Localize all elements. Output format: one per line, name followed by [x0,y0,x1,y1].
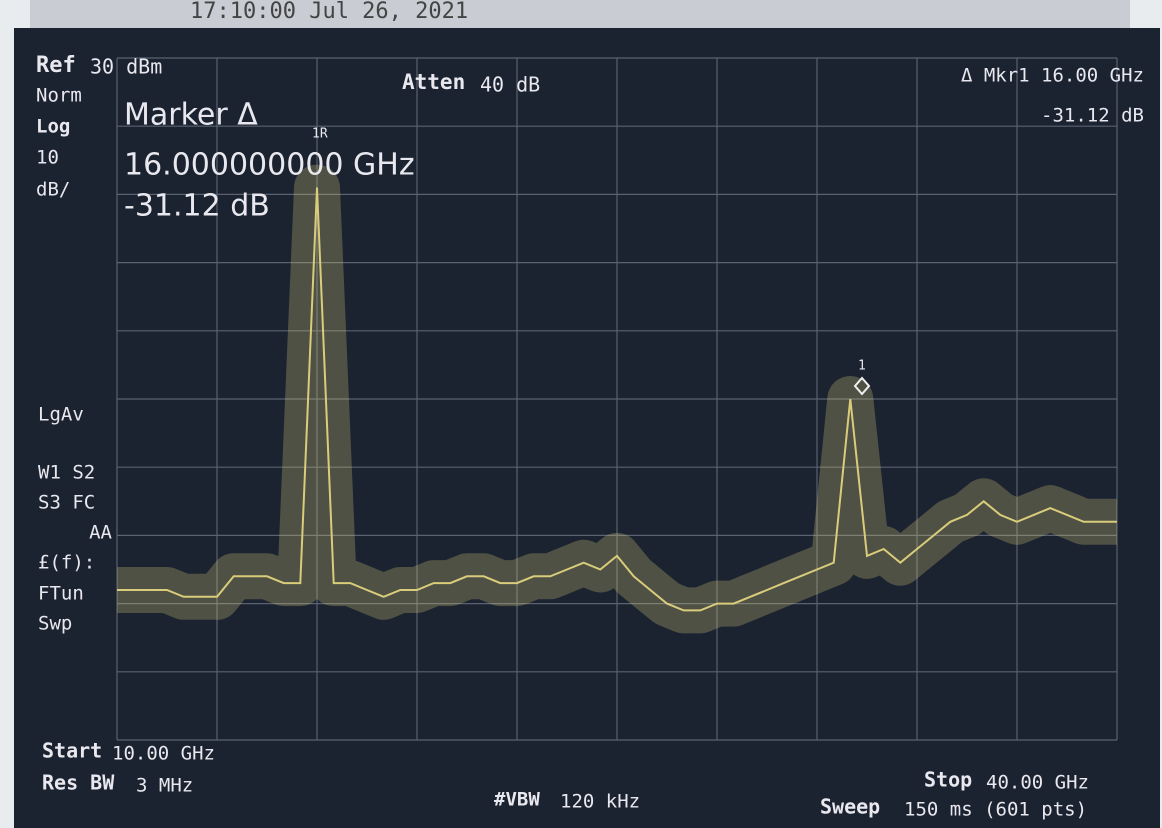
marker-delta-readout: -31.12 dB [1041,105,1144,127]
side-label: LgAv [38,404,84,426]
rbw-value: 3 MHz [136,775,193,797]
atten-label: Atten [402,70,465,94]
screen [14,28,1160,828]
vbw-value: 120 kHz [560,791,640,813]
side-label: S3 FC [38,492,95,514]
start-value: 10.00 GHz [112,743,215,765]
marker-delta: -31.12 dB [124,189,270,224]
marker-title: Marker Δ [124,98,258,133]
marker-readout: Δ Mkr1 16.00 GHz [961,65,1144,87]
ref-marker-label: 1R [312,127,328,142]
atten-value: 40 dB [480,73,540,97]
plot-area [110,57,1124,741]
rbw-label: Res BW [42,771,115,795]
stop-label: Stop [924,768,972,792]
timestamp: 17:10:00 Jul 26, 2021 [190,0,468,24]
scale-unit: dB/ [36,179,70,201]
side-label: AA [89,522,112,544]
marker-diamond [853,376,871,396]
status-bar [30,0,1130,28]
side-label: W1 S2 [38,462,95,484]
sweep-value: 150 ms (601 pts) [904,799,1087,821]
sweep-label: Sweep [820,795,880,819]
trace [117,187,1117,612]
vbw-label: #VBW [494,789,540,811]
scale-value: 10 [36,147,59,169]
side-label: FTun [38,583,84,605]
log: Log [36,116,70,138]
marker-frequency: 16.000000000 GHz [124,148,415,183]
marker-label: 1 [858,359,866,374]
ref-value: 30 dBm [90,55,162,79]
norm: Norm [36,85,82,107]
side-label: £(f): [38,552,95,574]
ref-label: Ref [36,53,76,78]
side-label: Swp [38,613,72,635]
stop-value: 40.00 GHz [986,772,1089,794]
start-label: Start [42,739,102,763]
